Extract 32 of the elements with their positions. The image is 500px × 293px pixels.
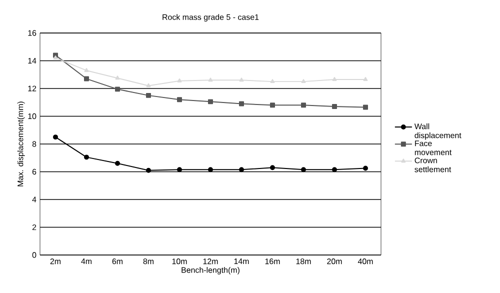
point	[301, 79, 306, 84]
point	[146, 83, 151, 88]
point	[84, 154, 89, 160]
point	[332, 104, 337, 110]
point	[177, 167, 182, 172]
point	[115, 76, 120, 80]
point	[208, 167, 213, 172]
point	[332, 167, 337, 172]
point	[177, 97, 182, 102]
point	[84, 68, 89, 72]
point	[270, 102, 275, 108]
point	[146, 168, 151, 173]
point	[239, 78, 244, 82]
point	[208, 99, 213, 104]
point	[115, 86, 120, 92]
point	[53, 55, 58, 60]
point	[84, 76, 89, 82]
point	[270, 165, 275, 170]
point	[239, 101, 244, 106]
point	[270, 79, 275, 84]
point	[363, 104, 368, 110]
point	[363, 166, 368, 171]
point	[53, 134, 58, 140]
point	[208, 78, 213, 82]
point	[363, 76, 368, 81]
point	[177, 78, 182, 82]
point	[239, 167, 244, 172]
point	[332, 76, 337, 81]
point	[301, 102, 306, 108]
point	[301, 167, 306, 172]
point	[115, 160, 120, 166]
point	[146, 92, 151, 98]
